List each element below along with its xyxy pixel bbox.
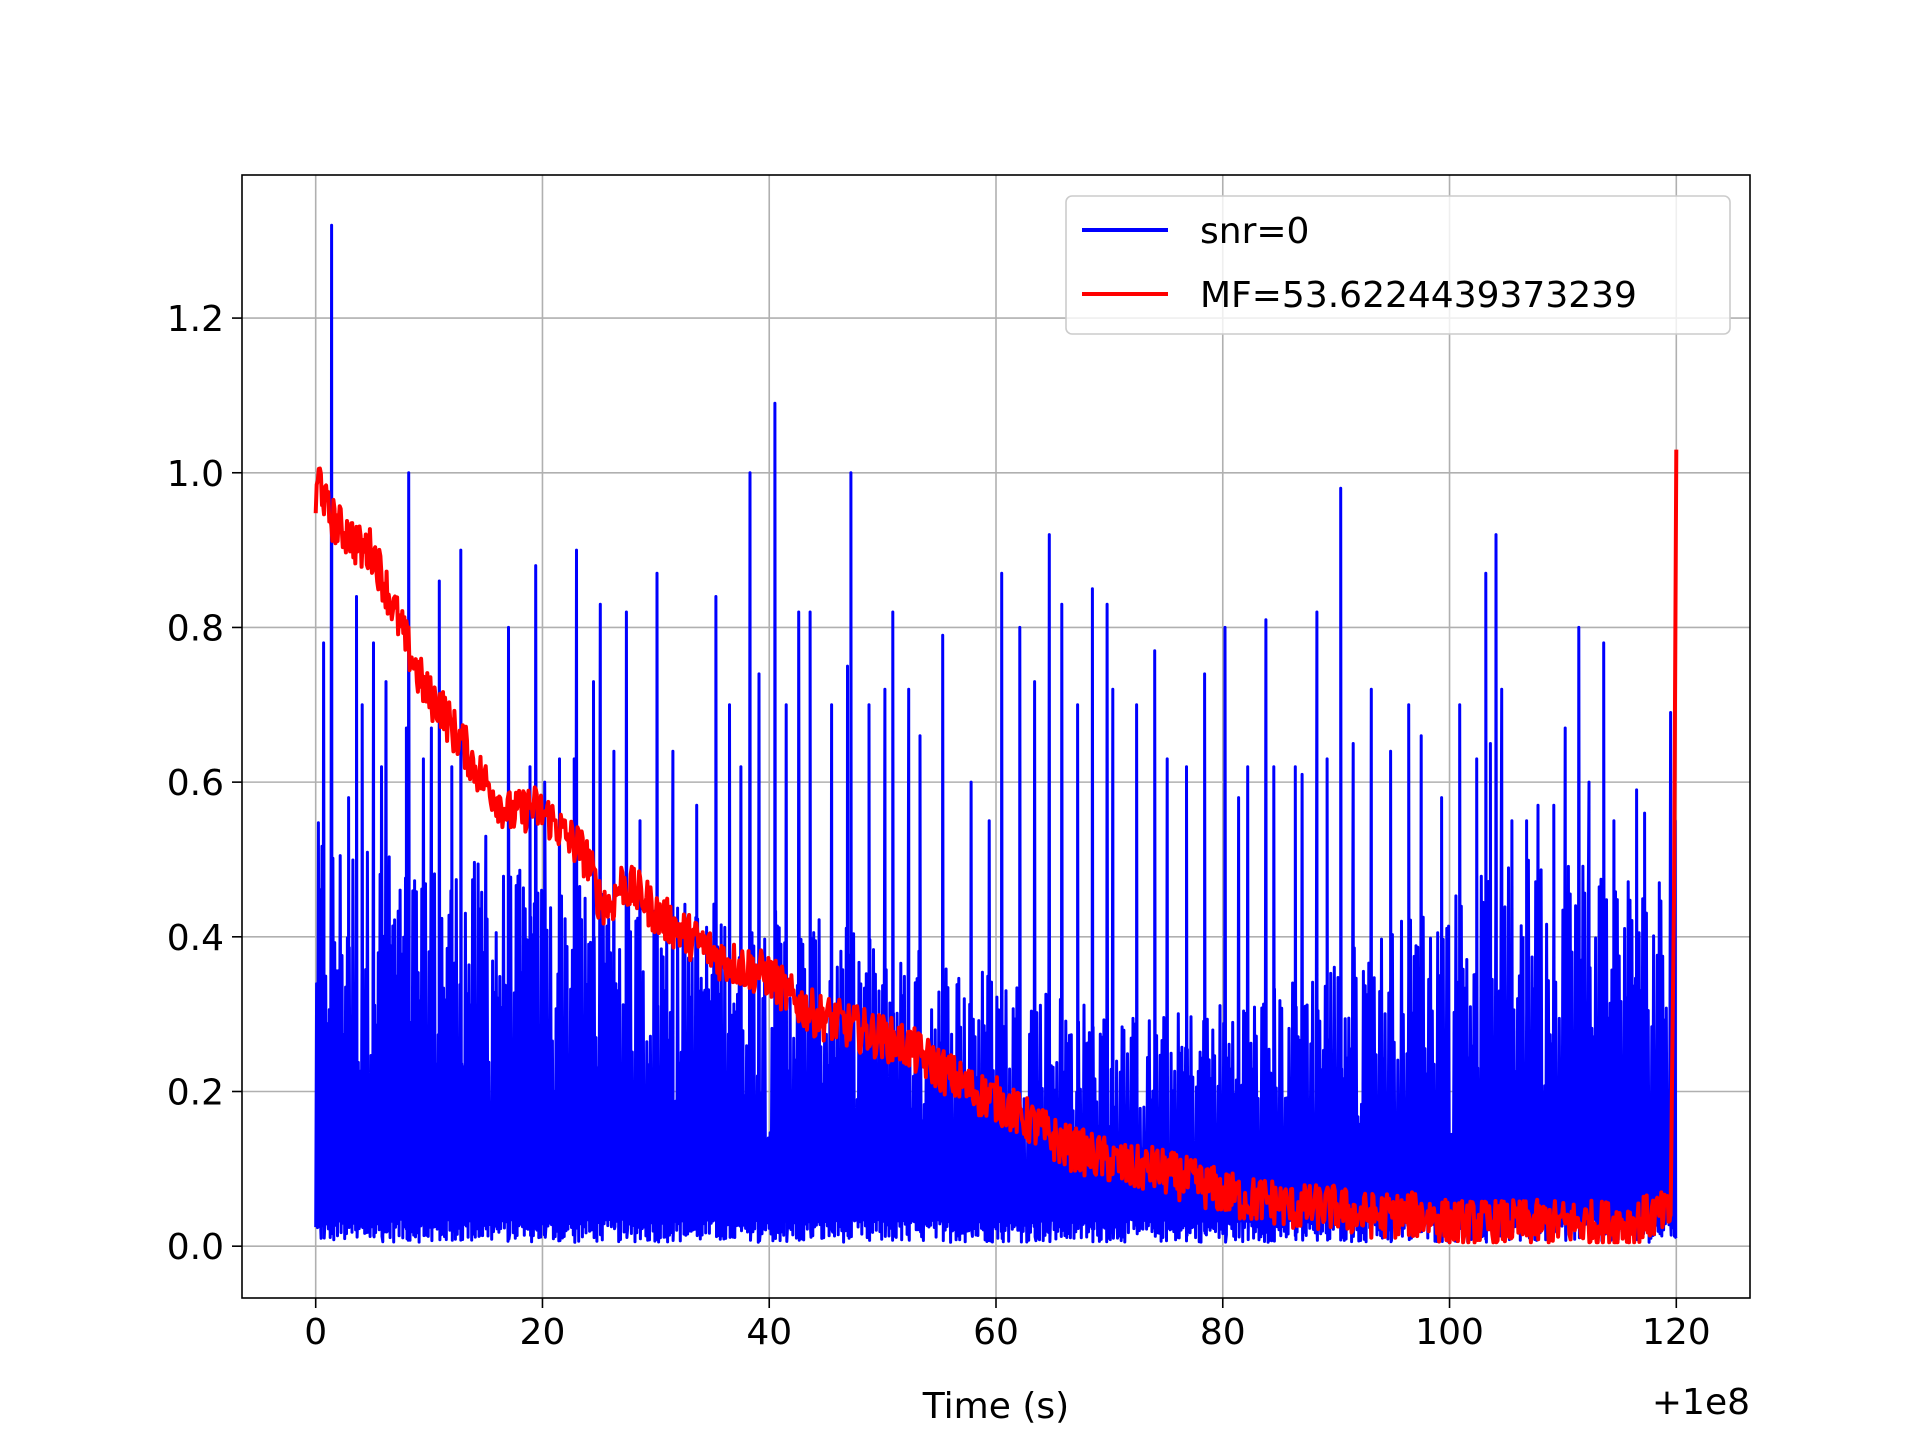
y-tick-label: 1.2 bbox=[167, 299, 224, 340]
y-tick-label: 0.4 bbox=[167, 918, 224, 959]
x-tick-label: 40 bbox=[746, 1312, 792, 1353]
x-tick-label: 20 bbox=[520, 1312, 566, 1353]
y-tick-label: 0.6 bbox=[167, 763, 224, 804]
x-tick-label: 60 bbox=[973, 1312, 1019, 1353]
y-tick-label: 0.2 bbox=[167, 1072, 224, 1113]
series-area bbox=[313, 223, 1679, 1245]
y-tick-label: 1.0 bbox=[167, 454, 224, 495]
axis-ticks: 0 20 40 60 80 100 120 0.0 0.2 0.4 0.6 0.8 1.0 1.2 bbox=[167, 299, 1711, 1353]
x-tick-label: 120 bbox=[1642, 1312, 1711, 1353]
series-line-mf bbox=[313, 449, 1679, 1245]
x-tick-label: 80 bbox=[1200, 1312, 1246, 1353]
legend-box bbox=[1065, 195, 1731, 335]
x-tick-label: 100 bbox=[1415, 1312, 1484, 1353]
legend-label-snr: snr=0 bbox=[1200, 211, 1309, 252]
x-offset-label: +1e8 bbox=[1652, 1382, 1750, 1423]
y-tick-label: 0.8 bbox=[167, 608, 224, 649]
x-axis-label: Time (s) bbox=[922, 1386, 1069, 1427]
y-tick-label: 0.0 bbox=[167, 1227, 224, 1268]
x-tick-label: 0 bbox=[304, 1312, 327, 1353]
legend: snr=0 MF=53.6224439373239 bbox=[1065, 195, 1731, 335]
legend-label-mf: MF=53.6224439373239 bbox=[1200, 275, 1637, 316]
